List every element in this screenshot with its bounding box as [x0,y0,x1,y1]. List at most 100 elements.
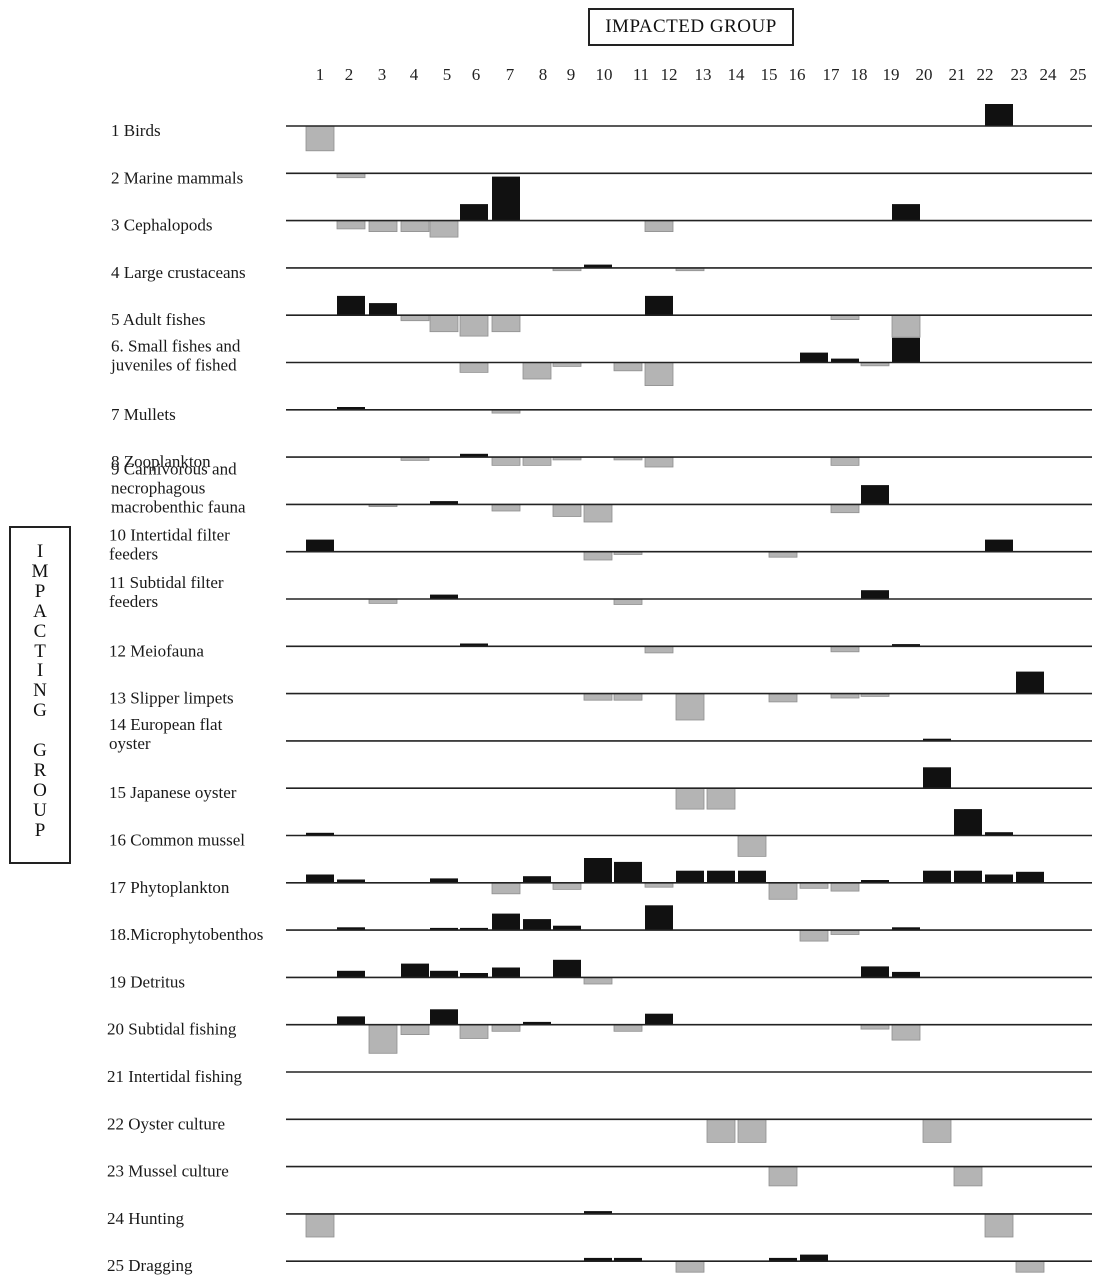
bar-row25-col24 [1015,1260,1045,1273]
row-label-12: 12 Meiofauna [109,641,204,660]
bar-row10-col10 [583,551,613,561]
bar-row5-col2 [337,295,365,316]
bar-row19-col19 [861,966,889,978]
bar-row6-col8 [522,362,552,380]
bar-row17-col14 [707,870,735,883]
bar-row18-col6 [460,927,488,931]
bar-row25-col10 [584,1257,612,1262]
bar-row19-col10 [583,977,613,985]
bar-row3-col6 [460,204,488,221]
row-label-13: 13 Slipper limpets [109,689,234,708]
bar-row19-col5 [430,970,458,978]
bar-row18-col17 [799,929,829,942]
bar-row8-col7 [491,456,521,466]
bar-row5-col6 [459,314,489,337]
bar-row3-col20 [892,204,920,221]
column-header-24: 24 [1040,65,1058,84]
impacting-row-12: 12 Meiofauna [109,641,1092,660]
impacting-row-21: 21 Intertidal fishing [107,1067,1092,1086]
bar-row3-col3 [368,220,398,233]
column-header-18: 18 [851,65,868,84]
bar-row24-col10 [584,1211,612,1214]
bar-row3-col5 [429,220,459,238]
column-header-17: 17 [823,65,841,84]
bar-row13-col16 [768,693,798,703]
bar-row6-col17 [800,352,828,363]
bar-row20-col7 [491,1024,521,1032]
bar-row8-col6 [460,453,488,458]
bar-row17-col7 [491,882,521,895]
bar-row16-col15 [737,835,767,857]
row-label-11-line-2: feeders [109,592,158,611]
impacting-row-4: 4 Large crustaceans [111,263,1092,282]
impacting-row-5: 5 Adult fishes [111,295,1092,338]
bar-row12-col12 [644,645,674,654]
bar-row13-col11 [613,693,643,701]
impacting-row-22: 22 Oyster culture [107,1114,1092,1143]
bar-row10-col1 [306,539,334,552]
column-header-19: 19 [883,65,900,84]
bar-row5-col4 [400,314,430,322]
bar-row3-col7 [492,176,520,221]
bar-row7-col2 [337,407,365,410]
column-header-9: 9 [567,65,576,84]
bar-row1-col23 [985,104,1013,126]
bar-row6-col6 [459,362,489,373]
bar-row19-col7 [492,967,520,978]
bar-row18-col5 [430,927,458,931]
row-label-15: 15 Japanese oyster [109,783,237,802]
impacted-group-title-text: IMPACTED GROUP [605,16,777,37]
row-label-23: 23 Mussel culture [107,1162,229,1181]
bar-row25-col16 [769,1257,797,1262]
column-header-5: 5 [443,65,452,84]
bar-row8-col18 [830,456,860,466]
bar-row20-col2 [337,1016,365,1025]
bar-row18-col9 [553,925,581,931]
bar-row24-col23 [984,1213,1014,1238]
bar-row6-col11 [613,362,643,372]
impacting-row-16: 16 Common mussel [109,809,1092,857]
column-header-12: 12 [661,65,678,84]
column-header-8: 8 [539,65,548,84]
row-label-6-line-1: 6. Small fishes and [111,337,241,356]
column-header-7: 7 [506,65,515,84]
impacting-row-8: 8 Zooplankton [111,452,1092,471]
bar-row23-col16 [768,1166,798,1187]
bar-row19-col20 [892,971,920,978]
bar-row10-col23 [985,539,1013,552]
row-label-19: 19 Detritus [109,972,185,991]
column-header-20: 20 [916,65,933,84]
bar-row5-col20 [891,314,921,338]
bar-row6-col20 [892,337,920,363]
row-label-24: 24 Hunting [107,1209,184,1228]
column-header-1: 1 [316,65,325,84]
bar-row17-col13 [676,870,704,883]
bar-row5-col7 [491,314,521,333]
bar-row18-col8 [523,919,551,931]
impacting-row-19: 19 Detritus [109,959,1092,991]
bar-row9-col19 [861,485,889,505]
bar-row10-col16 [768,551,798,558]
bar-row15-col13 [675,787,705,810]
bar-row16-col22 [954,809,982,836]
bar-row8-col8 [522,456,552,466]
bar-row12-col18 [830,645,860,653]
bar-row15-col21 [923,767,951,789]
bar-row13-col13 [675,693,705,721]
column-header-16: 16 [789,65,806,84]
impacting-row-23: 23 Mussel culture [107,1162,1092,1187]
bar-row20-col5 [430,1009,458,1025]
column-header-14: 14 [728,65,746,84]
bar-row17-col22 [954,870,982,883]
bar-row19-col6 [460,973,488,978]
bar-row17-col24 [1016,871,1044,883]
column-header-23: 23 [1011,65,1028,84]
bar-row18-col7 [492,913,520,931]
bar-row12-col6 [460,643,488,647]
impacting-row-2: 2 Marine mammals [111,168,1092,187]
